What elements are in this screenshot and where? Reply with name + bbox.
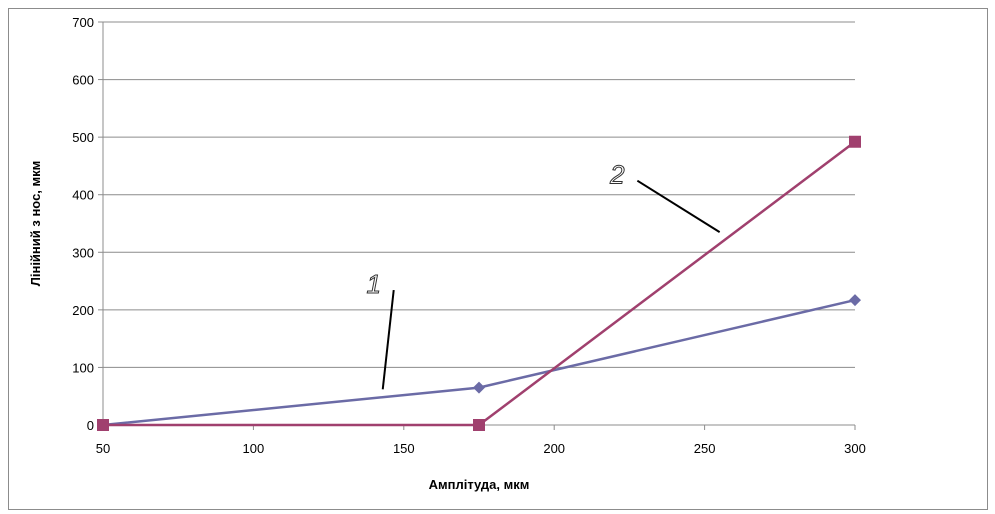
y-tick-labels: 0 100 200 300 400 500 600 700	[72, 15, 94, 433]
x-tick-label-200: 200	[543, 441, 565, 456]
series-layer	[97, 135, 861, 431]
series-line-1	[102, 298, 856, 427]
y-tick-label-100: 100	[72, 360, 94, 375]
x-axis-label: Амплітуда, мкм	[429, 477, 530, 492]
series-2	[97, 135, 861, 431]
x-tick-label-150: 150	[393, 441, 415, 456]
x-tick-labels: 50 100 150 200 250 300	[96, 441, 866, 456]
y-axis-label: Лінійний з нос, мкм	[28, 161, 43, 287]
y-tick-label-300: 300	[72, 245, 94, 260]
x-tick-label-300: 300	[844, 441, 866, 456]
y-tick-label-500: 500	[72, 130, 94, 145]
y-tick-label-600: 600	[72, 73, 94, 88]
series-1	[97, 294, 861, 431]
y-tick-label-0: 0	[87, 418, 94, 433]
data-point-2-175	[473, 419, 485, 431]
data-point-1-175	[473, 381, 485, 394]
x-tick-label-50: 50	[96, 441, 110, 456]
data-point-2-300	[849, 135, 861, 148]
x-tick-label-100: 100	[243, 441, 265, 456]
y-tick-label-200: 200	[72, 303, 94, 318]
grid-lines	[103, 21, 855, 368]
data-point-2-50	[97, 419, 109, 431]
annotation-layer: 12	[366, 159, 721, 390]
callout-label-1: 1	[366, 269, 380, 299]
data-point-1-300	[849, 294, 861, 307]
callout-leader-1	[381, 289, 395, 390]
x-tick-label-250: 250	[694, 441, 716, 456]
callout-leader-2	[636, 179, 721, 233]
callout-label-2: 2	[609, 160, 625, 190]
chart-frame	[8, 8, 988, 510]
y-tick-label-700: 700	[72, 15, 94, 30]
y-tick-label-400: 400	[72, 188, 94, 203]
